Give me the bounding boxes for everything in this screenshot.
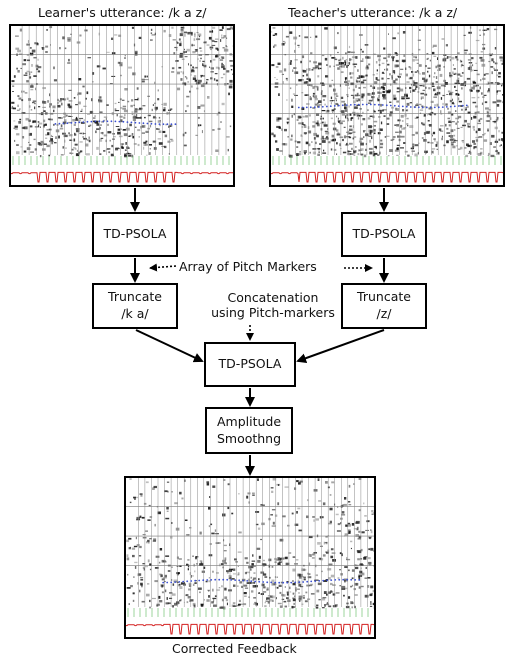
arrow-truncate-right-to-center xyxy=(298,330,384,361)
dotted-arrow-pitch-left xyxy=(150,266,176,268)
arrow-truncate-left-to-center xyxy=(136,330,202,361)
